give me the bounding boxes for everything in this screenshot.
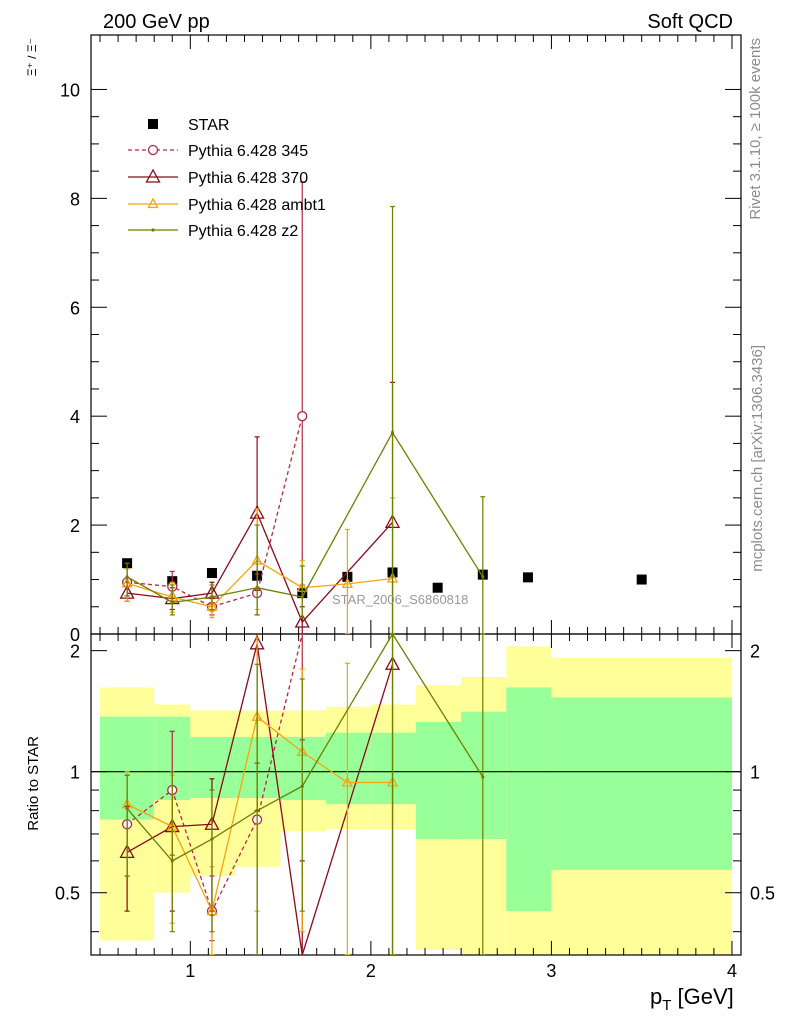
data-point-z2 bbox=[125, 575, 129, 579]
y-tick-label-right: 1 bbox=[750, 763, 760, 783]
y-tick-label: 2 bbox=[70, 516, 80, 536]
data-point-z2 bbox=[125, 806, 129, 811]
y-tick-label-right: 0.5 bbox=[750, 884, 775, 904]
y-tick-label: 0 bbox=[70, 625, 80, 645]
band-inner-4 bbox=[280, 736, 326, 801]
bottom-panel bbox=[119, 634, 486, 955]
legend-marker bbox=[147, 144, 159, 156]
y-tick-label: 10 bbox=[60, 80, 80, 100]
data-point-z2 bbox=[210, 837, 214, 841]
legend-marker bbox=[145, 168, 161, 183]
data-point-z2 bbox=[210, 595, 214, 599]
data-point-z2 bbox=[170, 859, 174, 863]
data-point-z2 bbox=[255, 586, 259, 590]
data-point-z2 bbox=[300, 595, 304, 599]
data-point-p345 bbox=[297, 411, 308, 422]
x-axis-label-text: pT [GeV] bbox=[650, 984, 734, 1014]
legend-item-star: STAR bbox=[148, 117, 229, 134]
header-left: 200 GeV pp bbox=[103, 11, 210, 33]
legend-marker bbox=[148, 119, 158, 129]
data-series bbox=[119, 181, 647, 955]
top-ylabel: Ξ⁺ / Ξ⁻ bbox=[25, 38, 39, 76]
legend-marker bbox=[147, 197, 159, 209]
x-tick-label: 4 bbox=[727, 961, 737, 981]
legend-label: Pythia 6.428 z2 bbox=[188, 223, 298, 240]
band-inner-7 bbox=[416, 721, 462, 840]
legend: STAR Pythia 6.428 345 Pythia 6.428 370 Pyth… bbox=[128, 117, 326, 240]
legend-item-p345: Pythia 6.428 345 bbox=[128, 143, 308, 160]
rivet-label: Rivet 3.1.10, ≥ 100k events bbox=[747, 38, 764, 220]
data-point-star bbox=[432, 582, 443, 593]
series-z2 bbox=[124, 205, 486, 634]
band-inner-9 bbox=[506, 687, 552, 912]
y-tick-label-right: 2 bbox=[750, 642, 760, 662]
header-right: Soft QCD bbox=[647, 11, 733, 33]
series-line-z2 bbox=[126, 431, 484, 604]
legend-label: Pythia 6.428 ambt1 bbox=[188, 197, 326, 214]
data-point-z2 bbox=[481, 775, 485, 779]
data-point-z2 bbox=[390, 430, 395, 435]
data-point-star bbox=[636, 574, 647, 585]
legend-label: Pythia 6.428 370 bbox=[188, 170, 308, 187]
data-point-z2 bbox=[170, 600, 174, 605]
data-point-ambt1 bbox=[341, 776, 353, 787]
axes-frame bbox=[90, 34, 742, 956]
legend-item-ambt1: Pythia 6.428 ambt1 bbox=[128, 197, 326, 214]
y-tick-label: 0.5 bbox=[55, 884, 80, 904]
legend-item-p370: Pythia 6.428 370 bbox=[128, 168, 308, 187]
y-tick-label: 4 bbox=[70, 407, 80, 427]
data-point-star bbox=[206, 568, 217, 579]
band-inner-8 bbox=[461, 711, 507, 840]
mcplots-label: mcplots.cern.ch [arXiv:1306.3436] bbox=[749, 345, 766, 572]
watermark: STAR_2006_S6860818 bbox=[332, 592, 468, 607]
y-tick-label: 2 bbox=[70, 642, 80, 662]
data-point-z2 bbox=[255, 809, 259, 813]
band-inner-2 bbox=[190, 736, 236, 799]
legend-label: STAR bbox=[188, 117, 229, 134]
data-point-star bbox=[522, 572, 533, 583]
bottom-ylabel: Ratio to STAR bbox=[25, 736, 42, 831]
legend-marker bbox=[151, 228, 155, 232]
band-inner-5 bbox=[325, 732, 371, 805]
x-axis-label: pT [GeV] bbox=[650, 984, 734, 1014]
data-point-z2 bbox=[481, 575, 485, 579]
bottom-frame bbox=[90, 633, 742, 956]
x-tick-label: 3 bbox=[546, 961, 556, 981]
data-point-p370 bbox=[294, 613, 310, 628]
band-inner-3 bbox=[235, 736, 281, 799]
data-point-ambt1 bbox=[206, 600, 218, 611]
band-inner-6 bbox=[370, 732, 416, 805]
chart-labels: 200 GeV pp Soft QCD STAR_2006_S6860818 R… bbox=[25, 11, 775, 1014]
x-tick-label: 2 bbox=[366, 961, 376, 981]
legend-label: Pythia 6.428 345 bbox=[188, 143, 308, 160]
x-tick-label: 1 bbox=[185, 961, 195, 981]
series-line-p345 bbox=[127, 416, 303, 608]
y-tick-label: 1 bbox=[70, 763, 80, 783]
legend-item-z2: Pythia 6.428 z2 bbox=[128, 223, 298, 240]
series-p345 bbox=[121, 181, 308, 616]
band-inner-10 bbox=[551, 697, 732, 870]
y-tick-label: 6 bbox=[70, 298, 80, 318]
top-panel bbox=[119, 181, 647, 634]
series-z2 bbox=[124, 634, 486, 955]
y-tick-label: 8 bbox=[70, 189, 80, 209]
uncertainty-bands bbox=[100, 646, 732, 955]
data-point-z2 bbox=[300, 784, 304, 788]
data-point-ambt1 bbox=[341, 577, 353, 589]
series-line-p370 bbox=[126, 643, 394, 955]
